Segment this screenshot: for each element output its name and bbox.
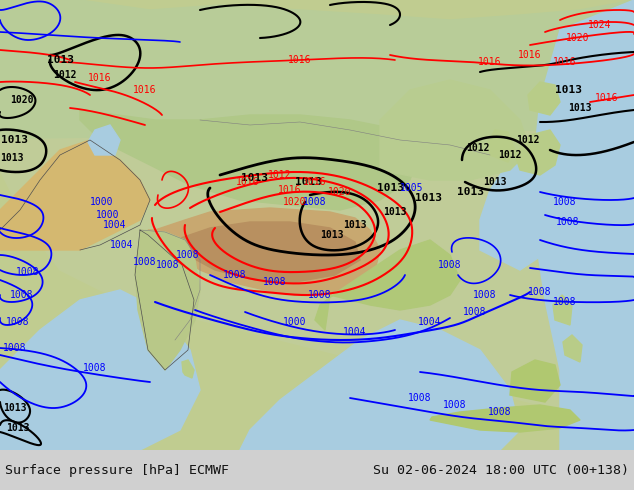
- Text: 1008: 1008: [438, 260, 462, 270]
- Text: 1024: 1024: [588, 20, 612, 30]
- Text: 1013: 1013: [6, 423, 30, 433]
- Text: 1008: 1008: [488, 407, 512, 417]
- Text: 1008: 1008: [553, 197, 577, 207]
- Text: 1012: 1012: [516, 135, 540, 145]
- Polygon shape: [380, 80, 530, 180]
- Polygon shape: [563, 335, 582, 362]
- Polygon shape: [488, 130, 515, 162]
- Text: 1008: 1008: [463, 307, 487, 317]
- Text: 1013: 1013: [555, 85, 581, 95]
- Text: 1016: 1016: [553, 57, 577, 67]
- Text: 1013: 1013: [568, 103, 592, 113]
- Text: 1005: 1005: [400, 183, 424, 193]
- Text: 1013: 1013: [0, 153, 23, 163]
- Polygon shape: [0, 290, 200, 450]
- Text: 1013: 1013: [343, 220, 366, 230]
- Text: 1004: 1004: [103, 220, 127, 230]
- Text: 1008: 1008: [16, 267, 40, 277]
- Polygon shape: [553, 295, 572, 325]
- Text: 1000: 1000: [90, 197, 113, 207]
- Text: 1013: 1013: [483, 177, 507, 187]
- Text: 1020: 1020: [10, 95, 34, 105]
- Text: 1000: 1000: [96, 210, 120, 220]
- Text: 1004: 1004: [343, 327, 366, 337]
- Text: 1016: 1016: [478, 57, 501, 67]
- Text: 1008: 1008: [6, 317, 30, 327]
- Polygon shape: [315, 240, 460, 330]
- Polygon shape: [88, 125, 120, 155]
- Text: 1020: 1020: [283, 197, 307, 207]
- Text: 1012: 1012: [53, 70, 77, 80]
- Polygon shape: [182, 360, 194, 378]
- Polygon shape: [240, 320, 520, 450]
- Polygon shape: [530, 0, 634, 450]
- Text: 1008: 1008: [10, 290, 34, 300]
- Text: 1020: 1020: [566, 33, 590, 43]
- Polygon shape: [528, 82, 560, 115]
- Text: 1013: 1013: [3, 403, 27, 413]
- Polygon shape: [80, 110, 420, 210]
- Polygon shape: [135, 230, 200, 370]
- Text: 1016: 1016: [278, 185, 302, 195]
- Text: 1004: 1004: [110, 240, 134, 250]
- Text: 1000: 1000: [283, 317, 307, 327]
- Polygon shape: [430, 405, 580, 432]
- Text: 1016: 1016: [236, 177, 260, 187]
- Text: 1004: 1004: [418, 317, 442, 327]
- Text: Surface pressure [hPa] ECMWF: Surface pressure [hPa] ECMWF: [5, 464, 229, 476]
- Text: 1012: 1012: [466, 143, 489, 153]
- Text: 1016: 1016: [133, 85, 157, 95]
- Polygon shape: [148, 208, 380, 295]
- Text: 1008: 1008: [443, 400, 467, 410]
- Text: 1008: 1008: [308, 290, 332, 300]
- Text: 1008: 1008: [3, 343, 27, 353]
- Text: 1008: 1008: [408, 393, 432, 403]
- Text: 1008: 1008: [303, 197, 327, 207]
- Text: Su 02-06-2024 18:00 UTC (00+138): Su 02-06-2024 18:00 UTC (00+138): [373, 464, 629, 476]
- Text: 1013: 1013: [383, 207, 407, 217]
- Text: 1016: 1016: [595, 93, 619, 103]
- Text: 1013: 1013: [377, 183, 403, 193]
- Text: 1020: 1020: [328, 187, 352, 197]
- Polygon shape: [515, 130, 560, 175]
- Text: 1013: 1013: [295, 177, 321, 187]
- Polygon shape: [0, 0, 634, 140]
- Text: 1013: 1013: [320, 230, 344, 240]
- Text: 1008: 1008: [553, 297, 577, 307]
- Text: 1016: 1016: [288, 55, 312, 65]
- Text: 1008: 1008: [83, 363, 107, 373]
- Text: 1008: 1008: [133, 257, 157, 267]
- Text: 1013: 1013: [46, 55, 74, 65]
- Polygon shape: [0, 130, 634, 410]
- Text: 1008: 1008: [156, 260, 180, 270]
- Text: 1016: 1016: [518, 50, 541, 60]
- Text: 1008: 1008: [223, 270, 247, 280]
- Text: 1013: 1013: [1, 135, 29, 145]
- Text: 1008: 1008: [263, 277, 287, 287]
- Text: 1012: 1012: [498, 150, 522, 160]
- Polygon shape: [480, 150, 560, 270]
- Text: 1008: 1008: [176, 250, 200, 260]
- Text: 1008: 1008: [556, 217, 579, 227]
- Text: 1016: 1016: [303, 177, 327, 187]
- Polygon shape: [510, 360, 560, 402]
- Polygon shape: [0, 140, 150, 250]
- Text: 1008: 1008: [473, 290, 497, 300]
- Polygon shape: [175, 222, 360, 282]
- Text: 1013: 1013: [456, 187, 484, 197]
- Text: 1013: 1013: [242, 173, 269, 183]
- Text: 1016: 1016: [88, 73, 112, 83]
- Text: 1013: 1013: [415, 193, 441, 203]
- Text: 1008: 1008: [528, 287, 552, 297]
- Text: 1012: 1012: [268, 170, 292, 180]
